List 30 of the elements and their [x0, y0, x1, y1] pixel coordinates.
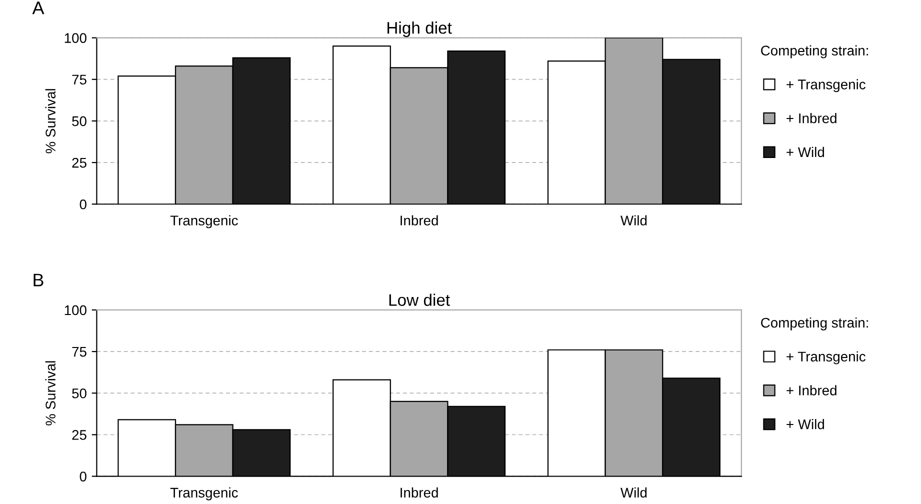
legend-label: + Transgenic — [786, 79, 866, 92]
y-axis-title: % Survival — [45, 89, 56, 154]
x-tick-label: Wild — [620, 215, 647, 226]
x-tick-label: Transgenic — [170, 215, 238, 228]
x-tick-label: Inbred — [400, 487, 438, 498]
y-tick-label: 25 — [72, 158, 86, 168]
y-tick-label: 75 — [72, 347, 86, 357]
y-tick-label: 75 — [72, 74, 86, 85]
legend-label: + Wild — [786, 419, 824, 430]
x-tick-label: Wild — [620, 487, 647, 498]
legend-title: Competing strain: — [761, 45, 868, 58]
legend-label: + Inbred — [786, 385, 836, 396]
x-tick-label: Transgenic — [170, 487, 238, 500]
y-tick-label: 0 — [80, 472, 86, 482]
legend-title: Competing strain: — [761, 317, 868, 330]
y-axis-title: % Survival — [45, 361, 56, 426]
y-tick-label: 50 — [72, 116, 86, 126]
text: B — [34, 274, 44, 286]
chart-title: Low diet — [389, 294, 450, 306]
legend-label: + Wild — [786, 146, 824, 158]
text: A — [32, 2, 44, 14]
x-tick-label: Inbred — [400, 215, 438, 226]
y-tick-label: 50 — [72, 388, 86, 398]
y-tick-label: 100 — [64, 33, 86, 43]
y-tick-label: 100 — [64, 305, 86, 316]
y-tick-label: 25 — [72, 430, 86, 440]
legend-label: + Inbred — [786, 113, 836, 124]
y-tick-label: 0 — [80, 199, 86, 210]
chart-title: High diet — [388, 22, 452, 38]
legend-label: + Transgenic — [786, 351, 866, 364]
